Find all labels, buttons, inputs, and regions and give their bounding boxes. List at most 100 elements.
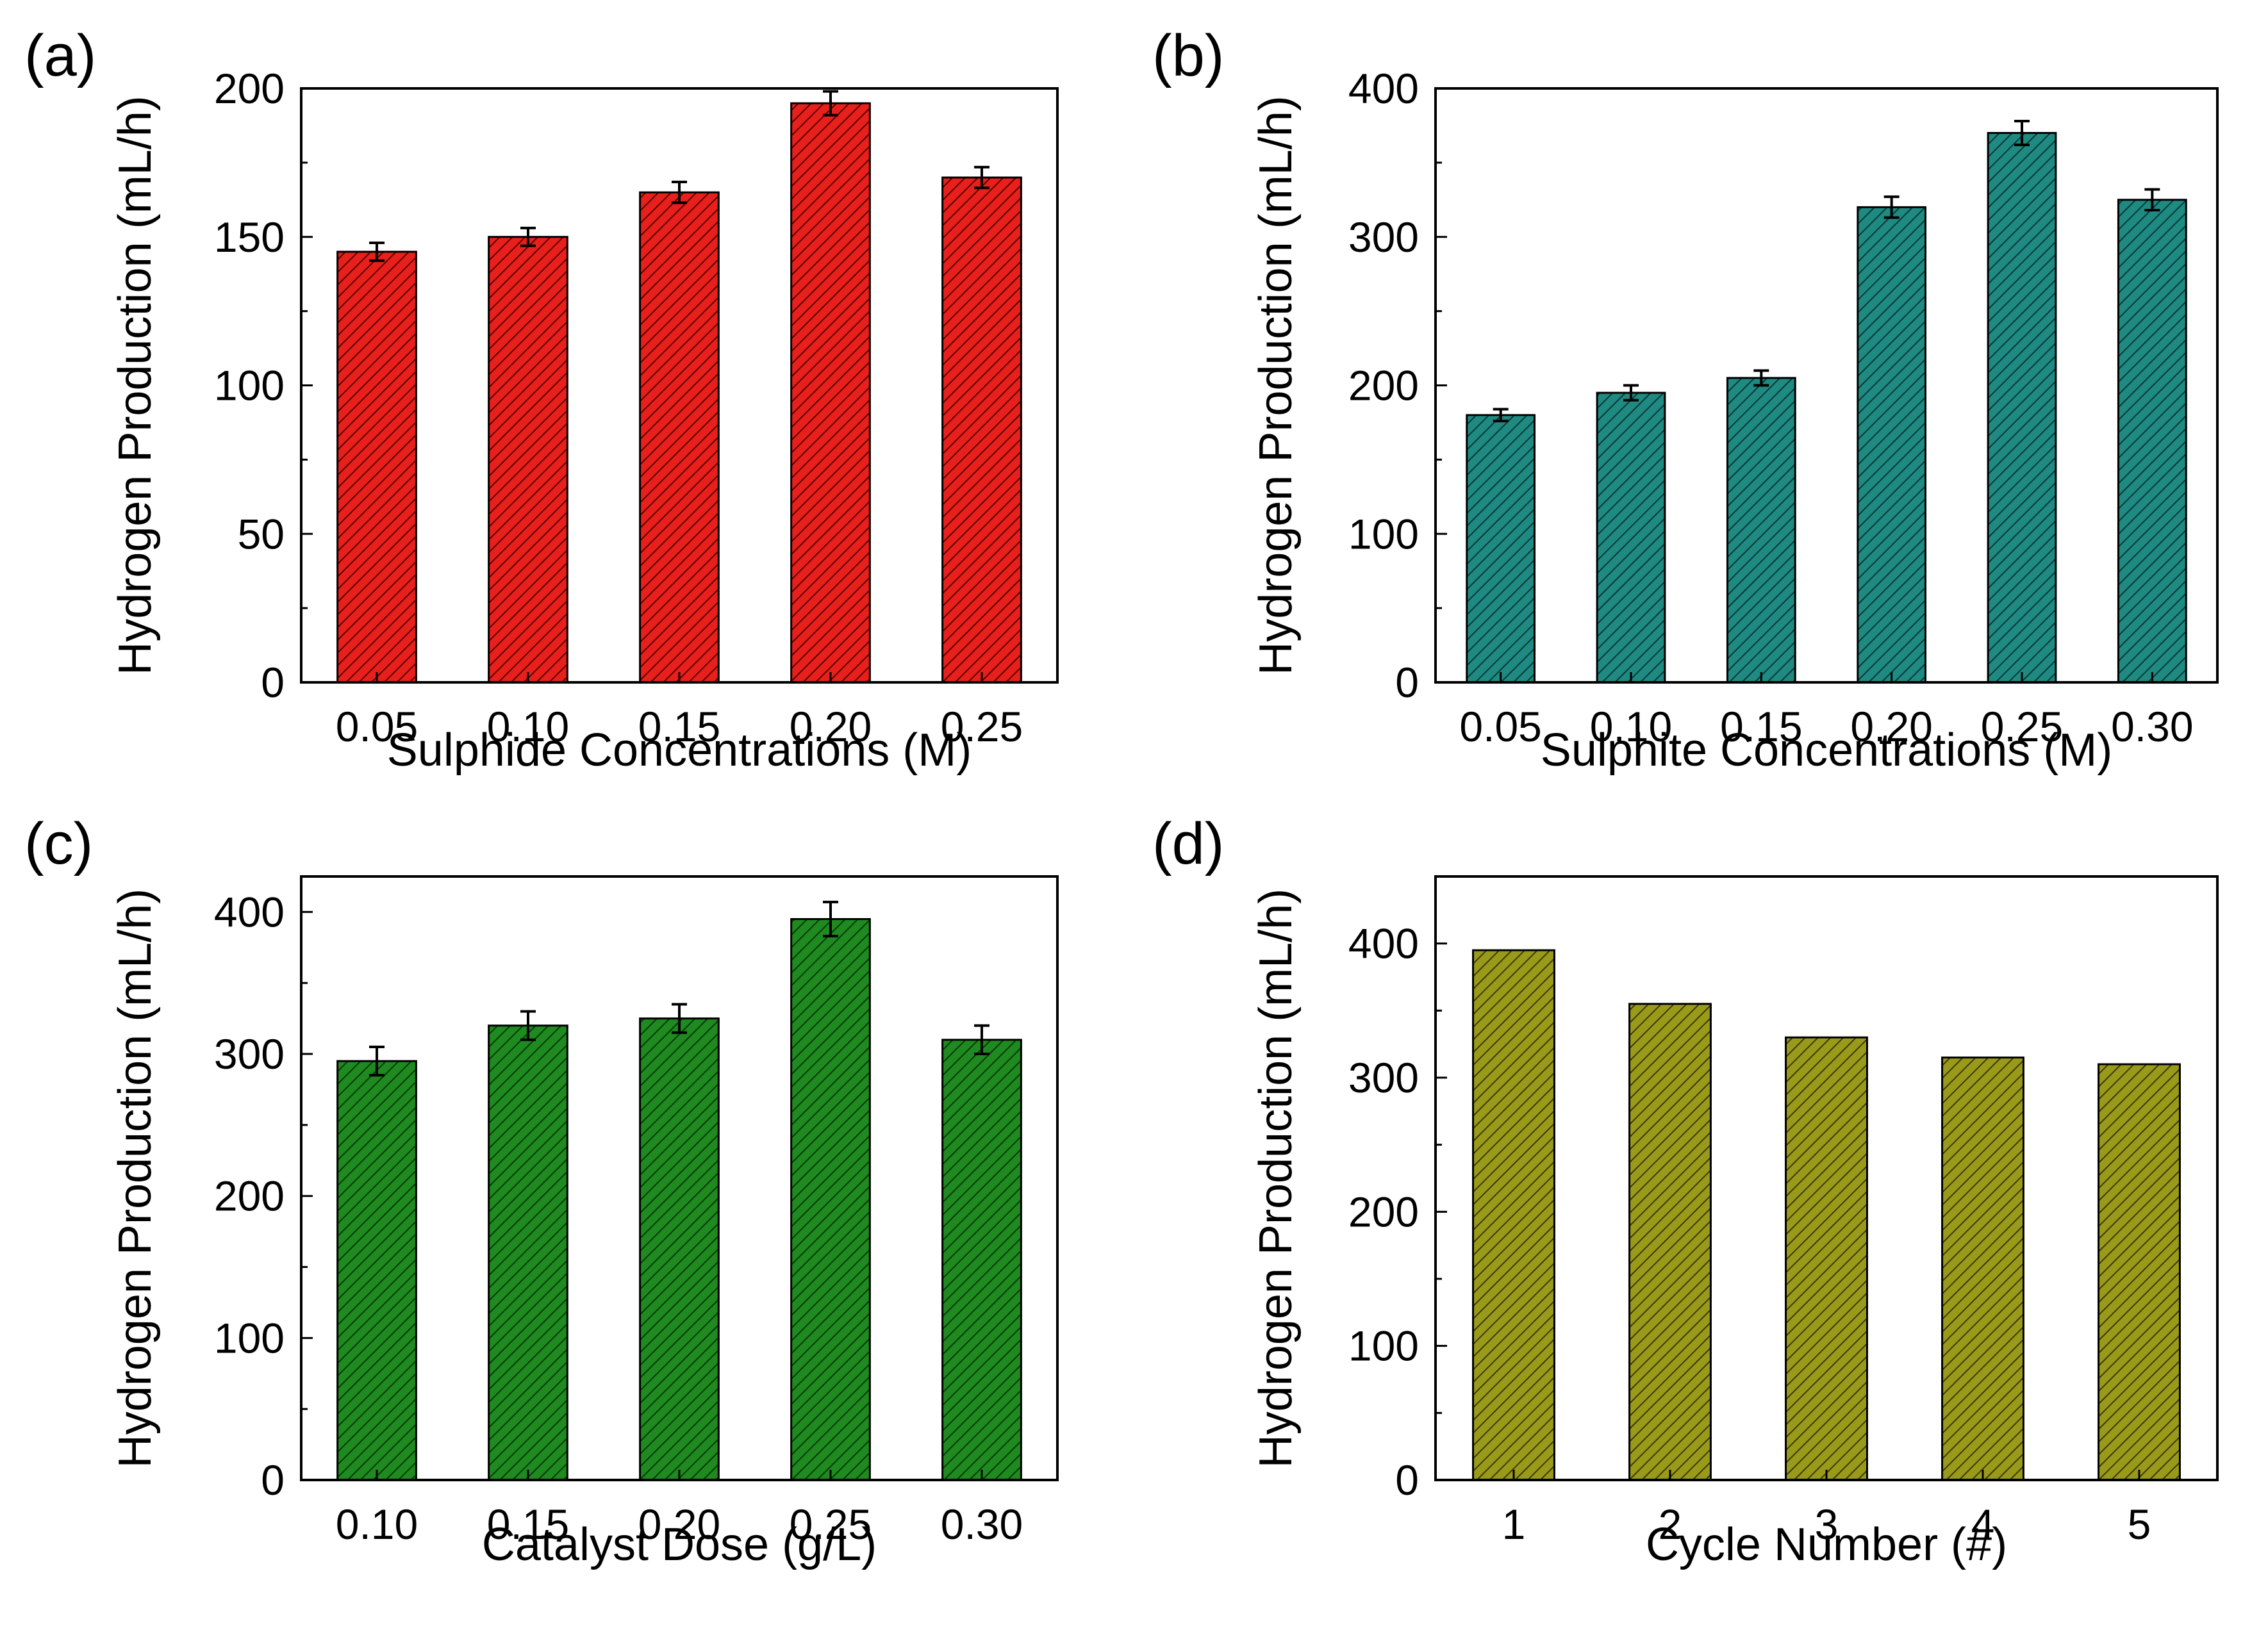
bar — [336, 251, 417, 684]
y-tick-label: 0 — [261, 1456, 285, 1504]
error-bar — [2014, 119, 2030, 147]
error-bar — [520, 226, 536, 247]
x-axis-label: Catalyst Dose (g/L) — [482, 1519, 877, 1570]
bar — [2098, 1063, 2181, 1481]
error-bar — [1493, 407, 1509, 423]
x-tick-label: 0.30 — [941, 1501, 1023, 1548]
x-tick-label: 0.30 — [2111, 703, 2193, 750]
panel-label: (b) — [1152, 23, 1224, 88]
x-tick-label: 0.05 — [1459, 703, 1541, 750]
x-tick-label: 0.25 — [790, 1501, 872, 1548]
y-tick-label: 400 — [214, 888, 285, 935]
x-tick-label: 0.20 — [638, 1501, 720, 1548]
bar — [1987, 132, 2057, 684]
plot-frame — [300, 875, 1059, 1481]
plot-frame — [1434, 875, 2219, 1481]
panel-label: (c) — [24, 811, 93, 876]
bar — [1628, 1003, 1712, 1481]
y-tick-label: 300 — [214, 1030, 285, 1078]
bar — [790, 917, 871, 1481]
panel-label: (d) — [1152, 811, 1224, 876]
panel-label: (a) — [24, 23, 96, 88]
y-axis-label: Hydrogen Production (mL/h) — [1250, 95, 1302, 675]
bar — [639, 1017, 720, 1481]
bar — [1596, 391, 1666, 684]
panel-d: (d) 1 2 3 4 5 0 100 200 300 400 Cycle Number (#) Hyd… — [1152, 811, 2219, 1570]
x-tick-label: 1 — [1502, 1501, 1526, 1548]
y-tick-label: 100 — [1348, 1322, 1419, 1370]
x-axis-label: Cycle Number (#) — [1646, 1519, 2007, 1570]
error-bar — [974, 1024, 989, 1056]
y-tick-label: 0 — [1395, 1456, 1419, 1504]
error-bar — [369, 1045, 385, 1077]
x-tick-label: 0.15 — [1720, 703, 1802, 750]
y-tick-label: 300 — [1348, 1054, 1419, 1101]
bar — [941, 176, 1022, 684]
x-tick-label: 5 — [2128, 1501, 2151, 1548]
x-tick-label: 0.20 — [790, 703, 872, 750]
error-bar — [974, 165, 989, 190]
plot-frame — [300, 87, 1059, 684]
y-tick-label: 200 — [1348, 1188, 1419, 1235]
error-bar — [1753, 369, 1769, 387]
plot-frame — [1434, 87, 2219, 684]
y-tick-label: 400 — [1348, 65, 1419, 112]
y-tick-label: 100 — [214, 362, 285, 409]
error-bar — [2144, 188, 2160, 212]
panel-b: (b) 0.05 0.10 0.15 0.20 0.25 0.30 0 100 200 300 400… — [1152, 23, 2219, 776]
error-bar — [520, 1010, 536, 1041]
y-tick-label: 200 — [214, 1172, 285, 1220]
x-tick-label: 0.10 — [487, 703, 569, 750]
x-tick-label: 0.10 — [1590, 703, 1672, 750]
error-bar — [369, 242, 385, 262]
bar — [941, 1039, 1022, 1481]
error-bar — [672, 181, 687, 204]
x-tick-label: 3 — [1815, 1501, 1839, 1548]
y-axis-label: Hydrogen Production (mL/h) — [1250, 889, 1302, 1468]
y-tick-label: 100 — [214, 1314, 285, 1361]
y-tick-label: 50 — [238, 510, 285, 557]
y-tick-label: 150 — [214, 213, 285, 261]
y-tick-label: 300 — [1348, 213, 1419, 261]
error-bar — [823, 900, 838, 938]
y-axis-label: Hydrogen Production (mL/h) — [110, 889, 161, 1468]
bar — [1472, 949, 1555, 1481]
panel-a: (a) 0.05 0.10 0.15 0.20 0.25 0 50 100 150 200 Sulph… — [24, 23, 1059, 776]
x-axis-label: Sulphide Concentrations (M) — [387, 725, 972, 776]
x-tick-label: 2 — [1659, 1501, 1682, 1548]
y-tick-label: 200 — [1348, 362, 1419, 409]
x-tick-label: 0.25 — [941, 703, 1023, 750]
x-axis-label: Sulphite Concentrations (M) — [1541, 725, 2112, 776]
bar — [488, 236, 568, 684]
x-tick-label: 0.15 — [638, 703, 720, 750]
bar — [1466, 414, 1536, 684]
panel-c: (c) 0.10 0.15 0.20 0.25 0.30 0 100 200 300 400 Cata… — [24, 811, 1059, 1570]
bar — [639, 191, 720, 684]
bar — [790, 102, 871, 684]
error-bar — [1883, 195, 1900, 219]
x-tick-label: 0.25 — [1981, 703, 2063, 750]
bar — [1785, 1036, 1868, 1481]
x-tick-label: 4 — [1971, 1501, 1995, 1548]
x-tick-label: 0.15 — [487, 1501, 569, 1548]
x-tick-label: 0.10 — [336, 1501, 418, 1548]
y-tick-label: 0 — [1395, 659, 1419, 706]
error-bar — [823, 90, 838, 117]
x-tick-label: 0.20 — [1850, 703, 1932, 750]
y-tick-label: 0 — [261, 659, 285, 706]
y-tick-label: 100 — [1348, 510, 1419, 557]
bar — [1941, 1057, 2024, 1481]
error-bar — [672, 1003, 687, 1034]
bar — [1726, 377, 1796, 684]
x-tick-label: 0.05 — [336, 703, 418, 750]
error-bar — [1623, 384, 1639, 402]
bar — [2117, 199, 2187, 684]
bar — [1857, 206, 1927, 684]
bar — [336, 1060, 417, 1481]
y-axis-label: Hydrogen Production (mL/h) — [110, 95, 161, 675]
bar — [488, 1024, 568, 1481]
y-tick-label: 200 — [214, 65, 285, 112]
y-tick-label: 400 — [1348, 920, 1419, 967]
